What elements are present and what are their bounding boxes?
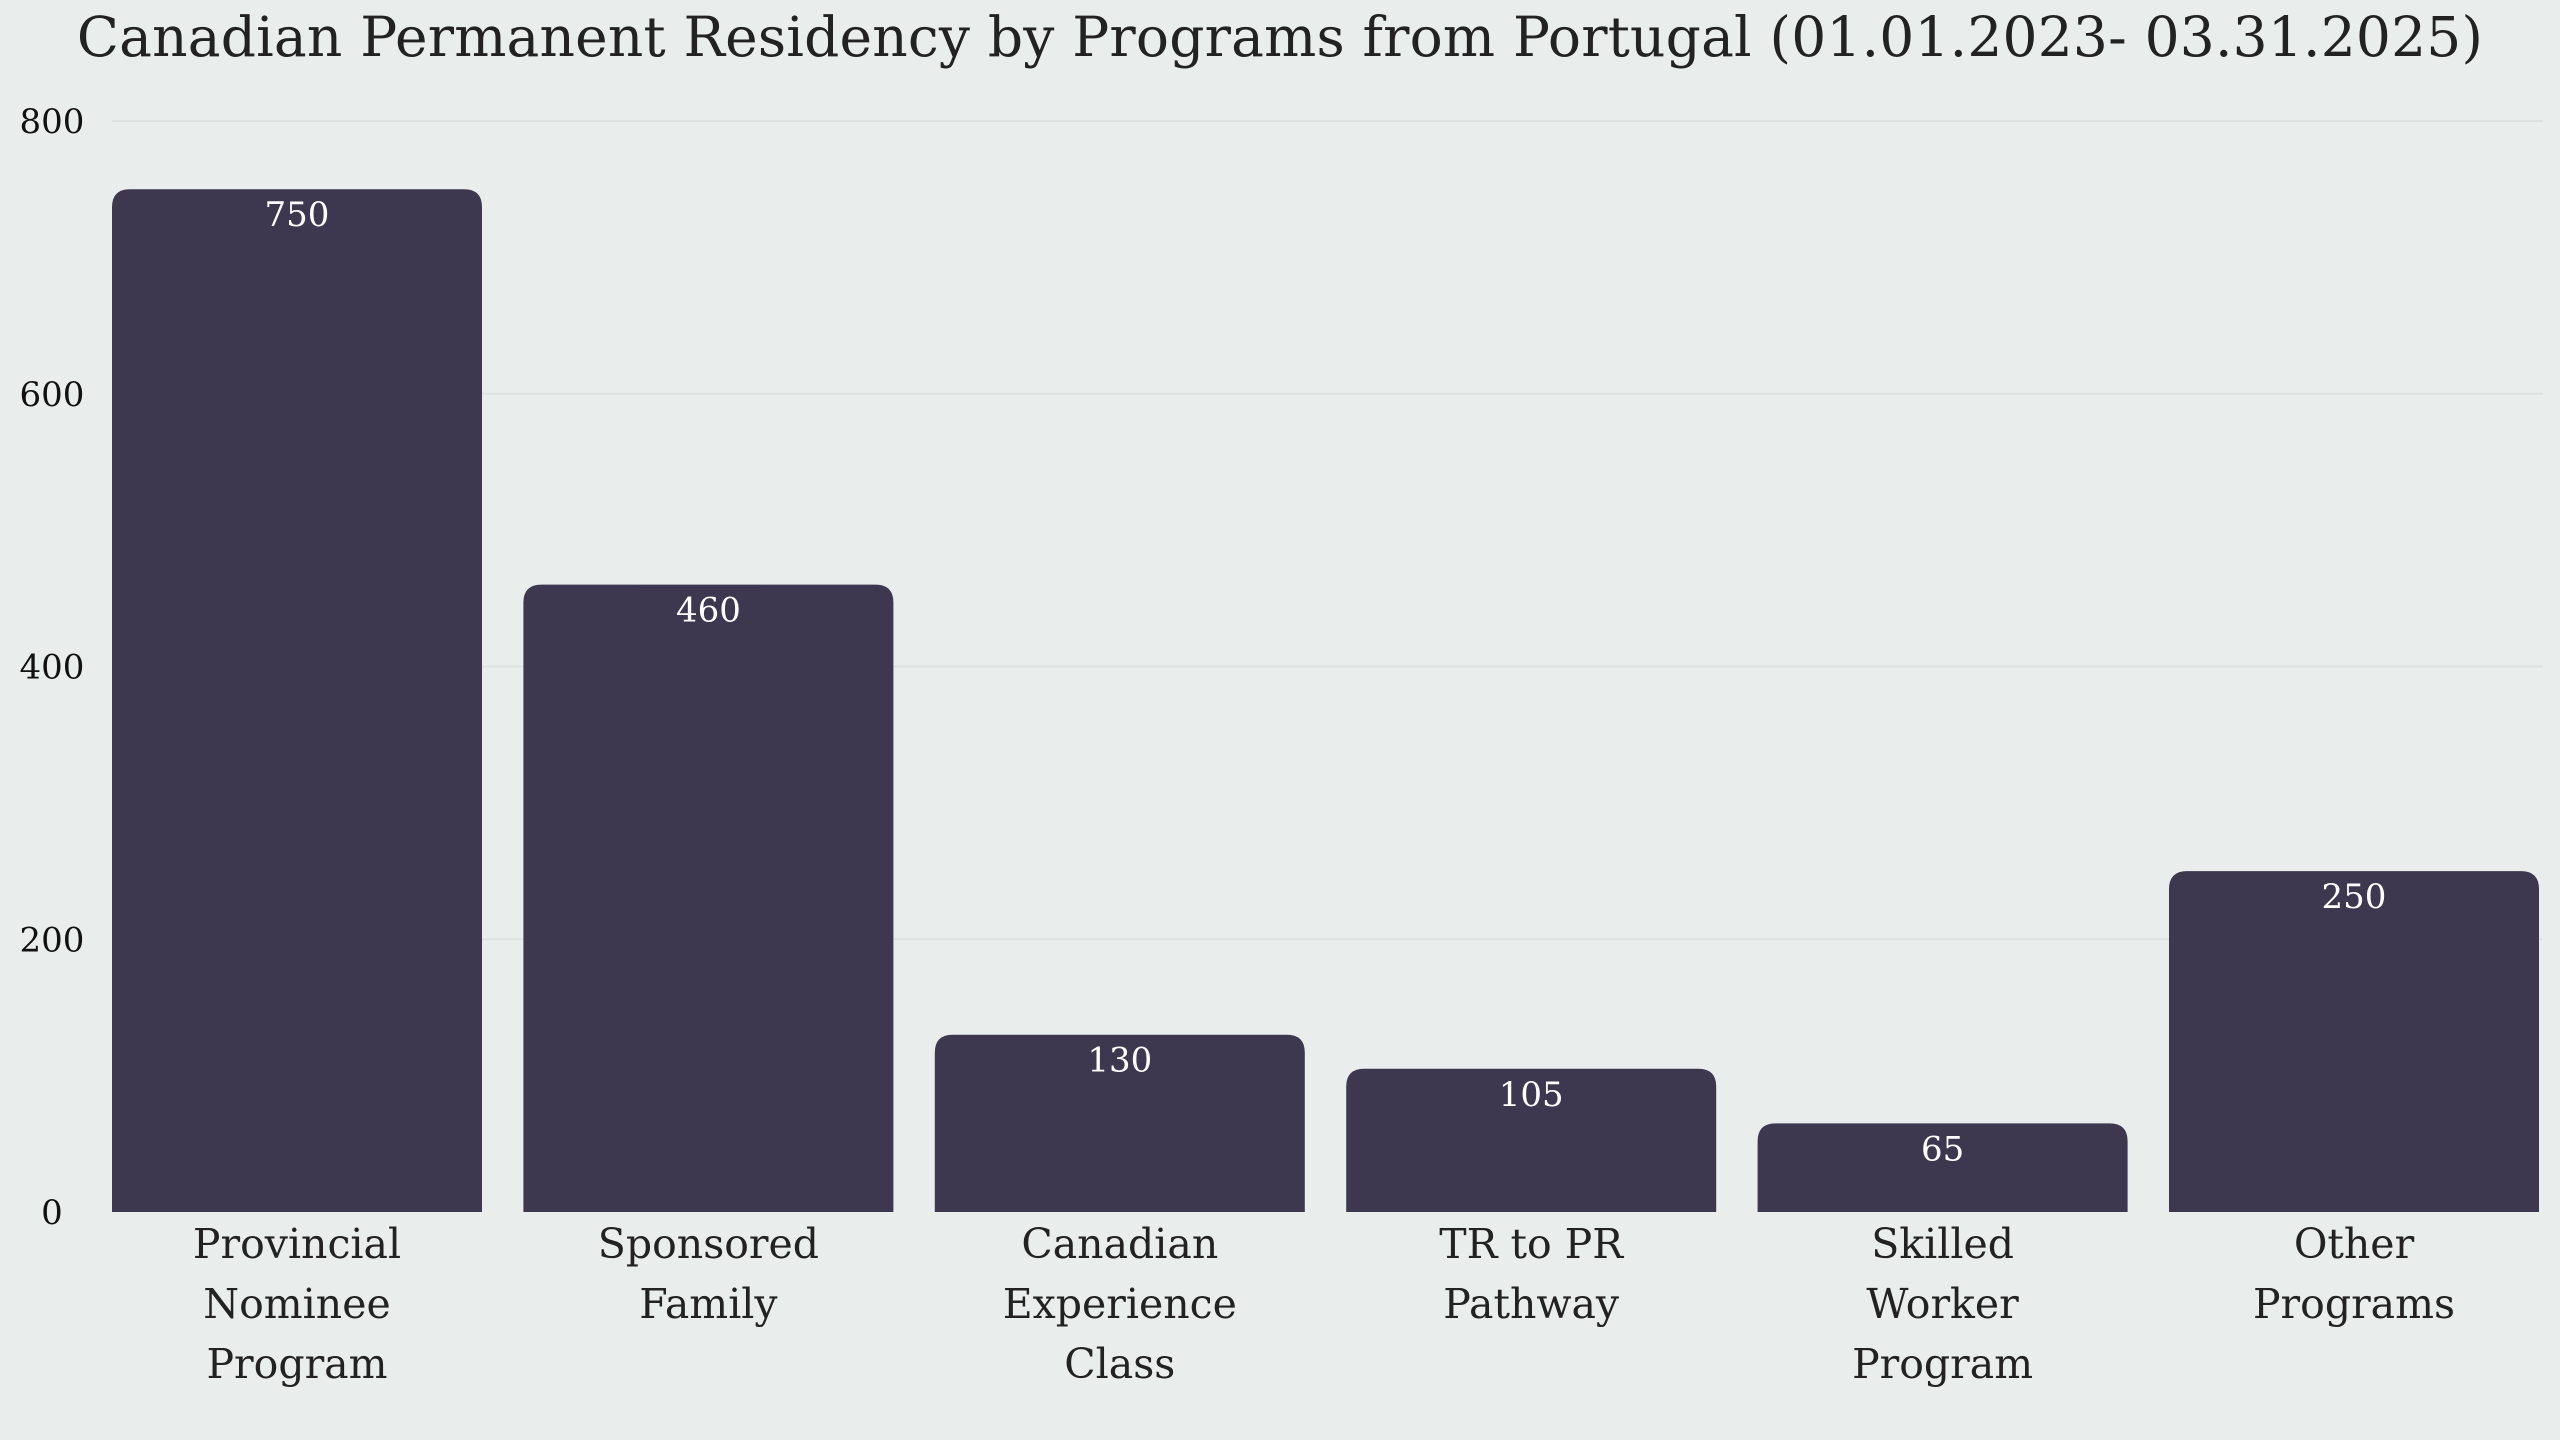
x-category-line-5-0: Other bbox=[2294, 1220, 2415, 1268]
bar-1 bbox=[523, 584, 894, 1212]
bar-0 bbox=[112, 189, 482, 1212]
data-label-4: 65 bbox=[1921, 1129, 1964, 1169]
x-category-label-5: Other Programs bbox=[2253, 1220, 2455, 1328]
x-category-line-3-1: Pathway bbox=[1443, 1280, 1620, 1328]
x-category-line-1-0: Sponsored bbox=[598, 1220, 819, 1268]
x-category-label-3: TR to PR Pathway bbox=[1439, 1220, 1624, 1328]
data-label-5: 250 bbox=[2322, 877, 2387, 917]
x-category-line-0-0: Provincial bbox=[193, 1220, 401, 1268]
x-category-line-1-1: Family bbox=[639, 1280, 778, 1328]
x-category-line-4-1: Worker bbox=[1866, 1280, 2019, 1328]
x-category-line-4-2: Program bbox=[1852, 1340, 2033, 1388]
x-category-label-0: Provincial Nominee Program bbox=[193, 1220, 401, 1388]
y-tick-label-800: 800 bbox=[20, 102, 85, 142]
x-category-line-2-1: Experience bbox=[1003, 1280, 1237, 1328]
data-label-2: 130 bbox=[1087, 1041, 1152, 1081]
chart-title: Canadian Permanent Residency by Programs… bbox=[76, 5, 2484, 69]
x-category-label-2: Canadian Experience Class bbox=[1003, 1220, 1237, 1388]
x-category-line-5-1: Programs bbox=[2253, 1280, 2455, 1328]
data-label-3: 105 bbox=[1499, 1075, 1564, 1115]
y-tick-label-0: 0 bbox=[41, 1193, 63, 1233]
x-category-line-3-0: TR to PR bbox=[1439, 1220, 1624, 1268]
x-category-label-4: Skilled Worker Program bbox=[1852, 1220, 2033, 1388]
data-label-0: 750 bbox=[265, 195, 330, 235]
bars: 750 460 130 105 65 250 bbox=[112, 189, 2539, 1212]
y-tick-label-600: 600 bbox=[20, 375, 85, 415]
x-category-label-1: Sponsored Family bbox=[598, 1220, 819, 1328]
grid-lines bbox=[112, 120, 2543, 941]
bar-3 bbox=[1346, 1068, 1717, 1212]
x-category-line-0-2: Program bbox=[206, 1340, 387, 1388]
bar-5 bbox=[2169, 871, 2539, 1212]
bar-4 bbox=[1757, 1123, 2128, 1212]
y-tick-label-400: 400 bbox=[20, 648, 85, 688]
x-category-line-0-1: Nominee bbox=[203, 1280, 390, 1328]
x-category-line-2-0: Canadian bbox=[1021, 1220, 1218, 1268]
bar-2 bbox=[934, 1034, 1305, 1212]
x-category-line-4-0: Skilled bbox=[1871, 1220, 2014, 1268]
x-axis: Provincial Nominee Program Sponsored Family C… bbox=[193, 1220, 2455, 1388]
x-category-line-2-2: Class bbox=[1064, 1340, 1175, 1388]
y-tick-label-200: 200 bbox=[20, 920, 85, 960]
data-label-1: 460 bbox=[676, 591, 741, 631]
y-axis: 0 200 400 600 800 bbox=[20, 102, 85, 1233]
